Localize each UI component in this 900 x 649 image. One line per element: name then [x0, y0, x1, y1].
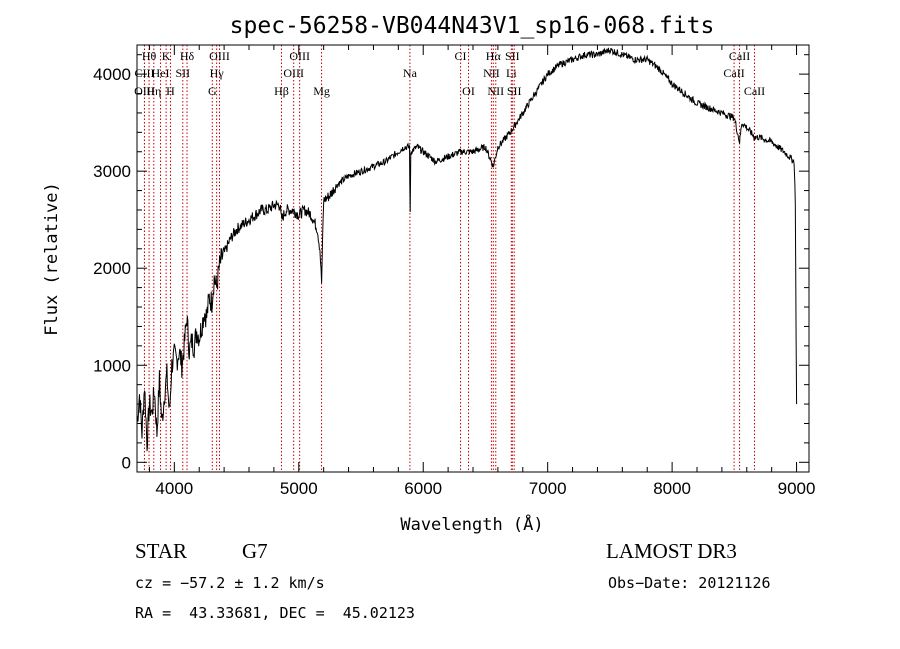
line-label-11: G — [208, 84, 217, 98]
line-label-8: H — [166, 84, 175, 98]
plot-axes: 4000 5000 6000 7000 8000 9000 0 1000 2000 3000 400… — [93, 44, 816, 498]
line-label-0: Hθ — [142, 49, 157, 63]
line-label-23: Li — [506, 66, 517, 80]
y-tick-label-2000: 2000 — [93, 259, 131, 278]
object-subclass: G7 — [242, 539, 268, 563]
line-label-27: CaII — [744, 84, 765, 98]
line-label-1: CIII — [134, 66, 154, 80]
x-tick-label-9000: 9000 — [778, 479, 816, 498]
x-tick-label-7000: 7000 — [529, 479, 567, 498]
x-axis-label: Wavelength (Å) — [400, 513, 543, 535]
line-label-10: Hγ — [210, 66, 225, 80]
survey-name: LAMOST DR3 — [606, 539, 737, 563]
line-markers — [143, 45, 755, 472]
line-label-3: K — [162, 49, 171, 63]
line-label-16: Na — [403, 66, 418, 80]
line-label-22: SII — [505, 49, 520, 63]
object-class: STAR — [135, 539, 187, 563]
coordinates: RA = 43.33681, DEC = 45.02123 — [135, 604, 415, 622]
line-label-18: OI — [462, 84, 475, 98]
y-tick-label-0: 0 — [122, 453, 131, 472]
x-tick-label-4000: 4000 — [155, 479, 193, 498]
line-label-14: Hβ — [274, 84, 289, 98]
line-label-17: CI — [455, 49, 467, 63]
x-tick-label-6000: 6000 — [404, 479, 442, 498]
line-label-7: SII — [175, 66, 190, 80]
line-label-2: OIII — [134, 84, 155, 98]
line-label-24: SII — [507, 84, 522, 98]
y-tick-label-4000: 4000 — [93, 65, 131, 84]
spectrum-line — [136, 47, 798, 452]
y-tick-label-1000: 1000 — [93, 356, 131, 375]
x-tick-label-8000: 8000 — [653, 479, 691, 498]
y-axis-label: Flux (relative) — [42, 182, 62, 336]
obs-date: Obs−Date: 20121126 — [608, 574, 771, 592]
line-label-19: Hα — [486, 49, 502, 63]
chart-title: spec-56258-VB044N43V1_sp16-068.fits — [230, 13, 715, 39]
line-label-20: NII — [483, 66, 500, 80]
line-label-13: OIII — [283, 66, 304, 80]
y-tick-label-3000: 3000 — [93, 162, 131, 181]
line-label-9: OIII — [209, 49, 230, 63]
line-label-5: Hη — [146, 84, 161, 98]
line-label-4: HeI — [152, 66, 170, 80]
x-tick-label-5000: 5000 — [280, 479, 318, 498]
line-label-6: Hδ — [180, 49, 195, 63]
line-label-26: CaII — [723, 66, 744, 80]
velocity-readout: cz = −57.2 ± 1.2 km/s — [135, 574, 325, 592]
line-label-12: OIII — [289, 49, 310, 63]
line-label-21: NII — [487, 84, 504, 98]
line-label-25: CaII — [729, 49, 750, 63]
line-label-15: Mg — [313, 84, 330, 98]
spectrum-series — [136, 47, 798, 452]
